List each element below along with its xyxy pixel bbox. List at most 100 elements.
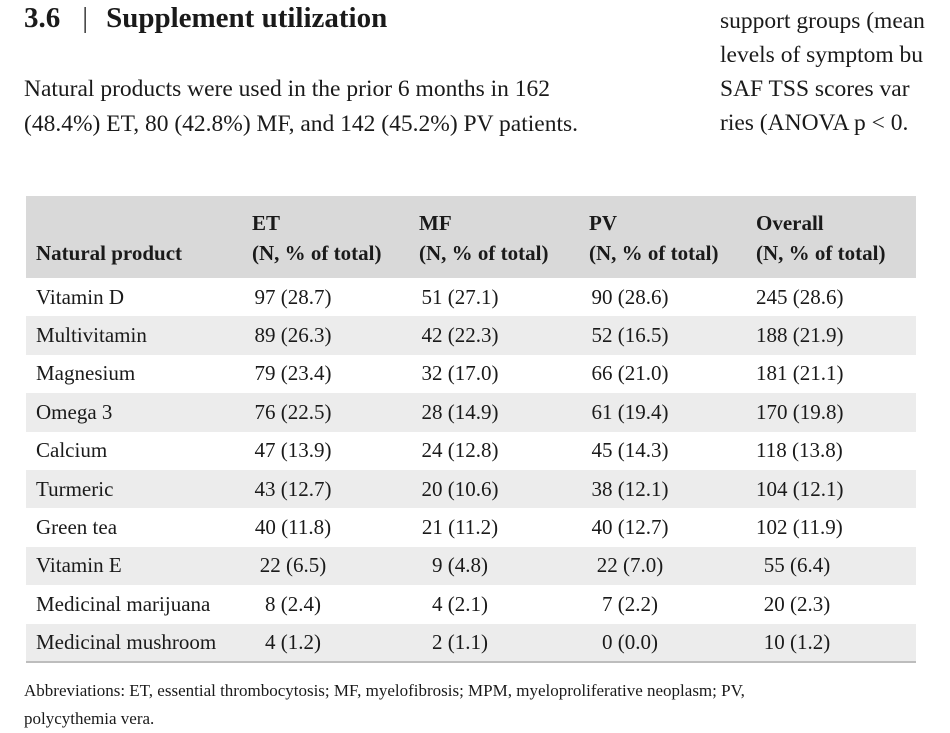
value-text: 47 (13.9) (254, 438, 332, 463)
value-text: 42 (22.3) (421, 323, 499, 348)
value-text: 22 (7.0) (596, 553, 664, 578)
column-header: Overall (N, % of total) (756, 196, 916, 278)
value-cell: 7 (2.2) (589, 585, 756, 623)
value-text: 40 (11.8) (254, 515, 332, 540)
value-text: 32 (17.0) (421, 361, 499, 386)
column-header: ET (N, % of total) (252, 196, 419, 278)
product-name-cell: Green tea (36, 515, 118, 540)
table-row: Vitamin E 22 (6.5) 9 (4.8) 22 (7.0) 55 (6.4) (26, 546, 916, 586)
table-row: Multivitamin 89 (26.3) 42 (22.3) 52 (16.5) 1… (26, 316, 916, 355)
value-cell: 40 (11.8) (252, 508, 419, 546)
footnote-line: polycythemia vera. (24, 709, 155, 728)
value-cell: 28 (14.9) (419, 393, 589, 431)
value-text: 24 (12.8) (421, 438, 499, 463)
right-column-line: ries (ANOVA p < 0. (720, 110, 909, 136)
value-text: 52 (16.5) (591, 323, 669, 348)
table-row: Calcium 47 (13.9) 24 (12.8) 45 (14.3) 118 (1… (26, 432, 916, 470)
value-cell: 97 (28.7) (252, 278, 419, 316)
value-cell: 52 (16.5) (589, 316, 756, 354)
column-header: MF (N, % of total) (419, 196, 589, 278)
table-row: Magnesium 79 (23.4) 32 (17.0) 66 (21.0) 181 … (26, 355, 916, 393)
product-name-cell: Turmeric (36, 476, 114, 501)
right-column-text: support groups (mean levels of symptom b… (720, 4, 950, 140)
value-cell: 4 (1.2) (252, 624, 419, 662)
product-name-cell: Vitamin D (36, 284, 124, 309)
value-text: 61 (19.4) (591, 399, 669, 424)
value-text: 97 (28.7) (254, 284, 332, 309)
value-cell: 0 (0.0) (589, 624, 756, 662)
column-header-line: (N, % of total) (252, 241, 382, 265)
value-cell: 45 (14.3) (589, 432, 756, 470)
value-text: 66 (21.0) (591, 361, 669, 386)
value-text: 20 (2.3) (763, 591, 831, 616)
value-text: 181 (21.1) (756, 361, 844, 386)
value-cell: 9 (4.8) (419, 547, 589, 585)
value-text: 20 (10.6) (421, 476, 499, 501)
value-text: 104 (12.1) (756, 476, 844, 501)
table-row: Vitamin D 97 (28.7) 51 (27.1) 90 (28.6) 245 … (26, 278, 916, 316)
value-cell: 118 (13.8) (756, 432, 916, 470)
value-cell: 4 (2.1) (419, 585, 589, 623)
value-text: 40 (12.7) (591, 515, 669, 540)
product-name-cell: Calcium (36, 438, 108, 463)
value-cell: 43 (12.7) (252, 470, 419, 508)
value-cell: 20 (10.6) (419, 470, 589, 508)
value-text: 4 (1.2) (265, 629, 321, 654)
value-text: 38 (12.1) (591, 476, 669, 501)
value-cell: 181 (21.1) (756, 355, 916, 393)
value-text: 245 (28.6) (756, 284, 844, 309)
value-cell: 66 (21.0) (589, 355, 756, 393)
value-cell: 47 (13.9) (252, 432, 419, 470)
product-name-cell: Vitamin E (36, 553, 122, 578)
product-name-cell: Medicinal marijuana (36, 591, 211, 616)
value-cell: 22 (7.0) (589, 547, 756, 585)
value-text: 4 (2.1) (432, 591, 488, 616)
value-cell: 61 (19.4) (589, 393, 756, 431)
footnote-line: Abbreviations: ET, essential thrombocyto… (24, 681, 745, 700)
value-text: 79 (23.4) (254, 361, 332, 386)
value-cell: 10 (1.2) (756, 624, 916, 662)
right-column-line: levels of symptom bu (720, 42, 923, 68)
value-text: 8 (2.4) (265, 591, 321, 616)
right-column-line: SAF TSS scores var (720, 76, 910, 102)
value-cell: 104 (12.1) (756, 470, 916, 508)
value-cell: 90 (28.6) (589, 278, 756, 316)
value-cell: 24 (12.8) (419, 432, 589, 470)
heading-separator: | (82, 2, 89, 34)
value-text: 118 (13.8) (756, 438, 843, 463)
section-heading: 3.6 | Supplement utilization (24, 0, 387, 36)
table-header: Natural product ET (N, % of total) MF (N, % … (26, 196, 916, 278)
column-header: Natural product (26, 196, 252, 278)
column-header-line: (N, % of total) (756, 241, 886, 265)
value-cell: 22 (6.5) (252, 547, 419, 585)
paragraph-line: (48.4%) ET, 80 (42.8%) MF, and 142 (45.2… (24, 111, 578, 137)
value-text: 28 (14.9) (421, 399, 499, 424)
value-text: 2 (1.1) (432, 629, 488, 654)
value-text: 45 (14.3) (591, 438, 669, 463)
product-name-cell: Multivitamin (36, 323, 147, 348)
value-text: 90 (28.6) (591, 284, 669, 309)
supplement-table-container: Natural product ET (N, % of total) MF (N, % … (26, 196, 916, 663)
column-header-line: MF (419, 211, 452, 235)
product-name-cell: Medicinal mushroom (36, 629, 217, 654)
paragraph-line: Natural products were used in the prior … (24, 76, 551, 102)
value-cell: 38 (12.1) (589, 470, 756, 508)
column-header-line: (N, % of total) (589, 241, 719, 265)
table-row: Green tea 40 (11.8) 21 (11.2) 40 (12.7) 102 … (26, 508, 916, 546)
table-body: Vitamin D 97 (28.7) 51 (27.1) 90 (28.6) 245 … (26, 278, 916, 662)
value-cell: 2 (1.1) (419, 624, 589, 662)
column-header-line: ET (252, 211, 281, 235)
table-row: Medicinal mushroom 4 (1.2) 2 (1.1) 0 (0.0) 1… (26, 623, 916, 662)
product-name-cell: Magnesium (36, 361, 136, 386)
supplement-table: Natural product ET (N, % of total) MF (N, % … (26, 196, 916, 663)
value-cell: 40 (12.7) (589, 508, 756, 546)
value-cell: 245 (28.6) (756, 278, 916, 316)
column-header-line: Natural product (36, 241, 183, 265)
value-text: 102 (11.9) (756, 515, 843, 540)
value-text: 10 (1.2) (763, 629, 831, 654)
value-cell: 20 (2.3) (756, 585, 916, 623)
body-paragraph: Natural products were used in the prior … (24, 72, 672, 142)
column-header-line: Overall (756, 211, 824, 235)
column-header-line: PV (589, 211, 617, 235)
value-cell: 42 (22.3) (419, 316, 589, 354)
